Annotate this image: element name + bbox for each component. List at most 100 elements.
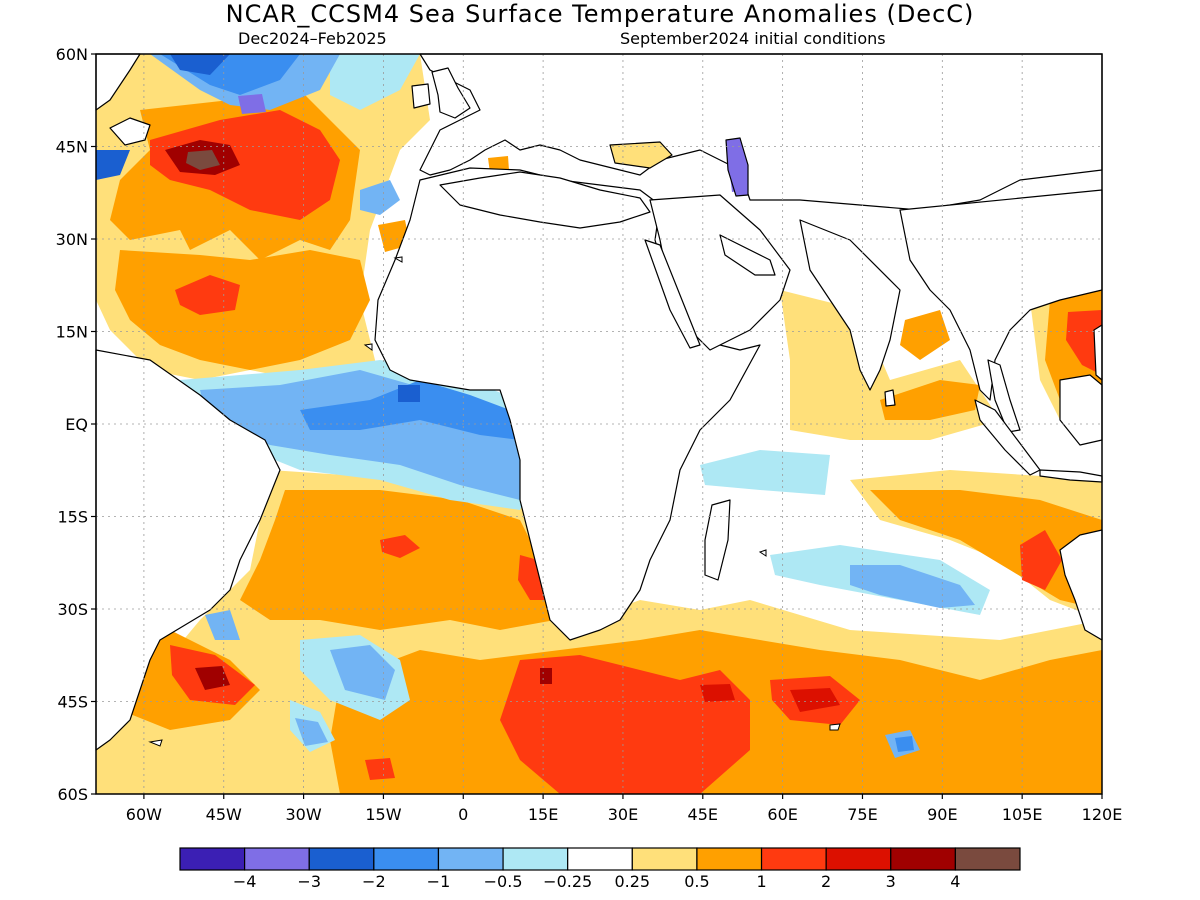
lat-tick-label: 15N <box>56 323 88 342</box>
anomaly-west-coast-blue <box>96 150 130 180</box>
land-south-america <box>95 349 281 751</box>
anomaly-agulhas-dot-darkred <box>540 668 552 684</box>
anomaly-indian-lightblue <box>700 450 830 495</box>
anomaly-agulhas-red <box>500 655 750 794</box>
lat-tick-label: EQ <box>65 415 88 434</box>
lon-tick-label: 15E <box>528 805 558 824</box>
colorbar-swatch <box>502 847 569 871</box>
lon-tick-label: 120E <box>1082 805 1123 824</box>
colorbar-label: −0.25 <box>543 872 592 891</box>
anomaly-gulf-stream-brown <box>186 150 220 170</box>
anomaly-subtropical-atlantic-orange <box>115 250 370 370</box>
land-australia <box>1059 529 1103 641</box>
land-sri-lanka <box>884 389 896 407</box>
colorbar-swatch <box>696 847 763 871</box>
anomaly-sw-midblue-2 <box>205 610 240 640</box>
colorbar-label: −0.5 <box>484 872 523 891</box>
lon-tick-label: 75E <box>847 805 877 824</box>
anomaly-midatlantic-red <box>175 275 240 315</box>
land-malay-peninsula <box>987 359 1021 433</box>
lat-tick-label: 60S <box>57 785 88 804</box>
colorbar-label: −4 <box>233 872 257 891</box>
lon-tick-label: 105E <box>1002 805 1043 824</box>
lon-tick-label: 0 <box>458 805 468 824</box>
forecast-period: Dec2024–Feb2025 <box>238 29 387 48</box>
anomaly-midatlantic-midblue <box>360 180 400 215</box>
colorbar: −4 −3 −2 −1 −0.5 −0.25 0.25 0.5 1 2 3 4 <box>179 847 1021 891</box>
land-madagascar <box>704 499 731 581</box>
colorbar-swatch <box>631 847 698 871</box>
small-islands <box>148 256 841 747</box>
anomaly-scs-red <box>1066 310 1102 375</box>
colorbar-swatch <box>760 847 827 871</box>
anomaly-bay-bengal-orange <box>900 310 950 360</box>
lat-tick-label: 45S <box>57 693 88 712</box>
island-mascarene <box>758 549 767 557</box>
anomaly-labrador-purple <box>238 94 266 114</box>
anomaly-southern-red-2 <box>365 758 395 780</box>
lat-tick-label: 30N <box>56 230 88 249</box>
colorbar-label: −3 <box>297 872 321 891</box>
anomaly-labrador-lightblue <box>330 54 420 110</box>
lon-tick-label: 45W <box>206 805 242 824</box>
island-cape-verde <box>363 343 373 351</box>
anomaly-labrador-darkblue <box>170 54 230 75</box>
anomaly-south-indian-darkred <box>790 688 840 712</box>
anomaly-gulf-stream-red <box>150 110 340 220</box>
anomaly-east-indian-blue <box>895 736 914 752</box>
lat-tick-label: 15S <box>57 508 88 527</box>
colorbar-swatch <box>567 847 633 871</box>
anomaly-equatorial-blue <box>300 380 520 440</box>
land-india <box>799 219 901 391</box>
anomaly-sw-atlantic-darkred <box>195 666 230 690</box>
red-sea <box>644 239 701 349</box>
black-sea <box>609 141 673 169</box>
anomaly-australia-west-red <box>1020 530 1062 590</box>
lon-tick-label: 30W <box>285 805 321 824</box>
anomaly-sw-atlantic-midblue <box>330 645 395 700</box>
lon-tick-label: 60W <box>126 805 162 824</box>
lon-tick-label: 60E <box>767 805 797 824</box>
mediterranean-sea <box>439 171 651 229</box>
colorbar-swatch <box>179 847 246 871</box>
landmasses <box>95 53 1103 751</box>
lat-tick-label: 60N <box>56 45 88 64</box>
lon-tick-label: 30E <box>608 805 638 824</box>
latitude-axis: 60N 45N 30N 15N EQ 15S 30S 45S 60S <box>56 45 96 804</box>
anomaly-agulhas-darkred <box>700 684 735 702</box>
colorbar-swatch <box>373 847 440 871</box>
anomaly-south-atlantic-orange <box>240 490 555 630</box>
land-great-britain <box>431 67 471 119</box>
lon-tick-label: 90E <box>927 805 957 824</box>
colorbar-label: 0.5 <box>684 872 709 891</box>
caspian-sea <box>725 137 749 197</box>
anomaly-southatlantic-red-1 <box>380 535 420 558</box>
colorbar-swatch <box>954 847 1021 871</box>
island-canaries <box>393 256 403 263</box>
colorbar-label: 3 <box>886 872 896 891</box>
colorbar-swatch <box>825 847 892 871</box>
longitude-axis: 60W 45W 30W 15W 0 15E 30E 45E 60E 75E 90E 105E 120E <box>126 794 1123 824</box>
island-kerguelen <box>829 723 841 731</box>
colorbar-label: −1 <box>427 872 451 891</box>
land-sumatra <box>974 399 1041 476</box>
anomaly-gulf-of-guinea-darkblue <box>398 385 420 402</box>
map-title: NCAR_CCSM4 Sea Surface Temperature Anoma… <box>225 0 975 28</box>
land-europe <box>419 53 1103 211</box>
colorbar-label: 2 <box>821 872 831 891</box>
anomaly-south-indian-midblue <box>850 565 975 608</box>
colorbar-label: 4 <box>950 872 960 891</box>
colorbar-swatch <box>890 847 956 871</box>
colorbar-swatch <box>244 847 310 871</box>
land-ireland <box>411 83 431 109</box>
anomaly-arabian-orange <box>880 380 980 420</box>
island-south-georgia <box>148 739 163 747</box>
persian-gulf <box>719 234 776 276</box>
initial-conditions: September2024 initial conditions <box>620 29 886 48</box>
lat-tick-label: 45N <box>56 138 88 157</box>
colorbar-label: 0.25 <box>614 872 650 891</box>
colorbar-swatch <box>308 847 375 871</box>
lon-tick-label: 45E <box>688 805 718 824</box>
colorbar-label: 1 <box>756 872 766 891</box>
